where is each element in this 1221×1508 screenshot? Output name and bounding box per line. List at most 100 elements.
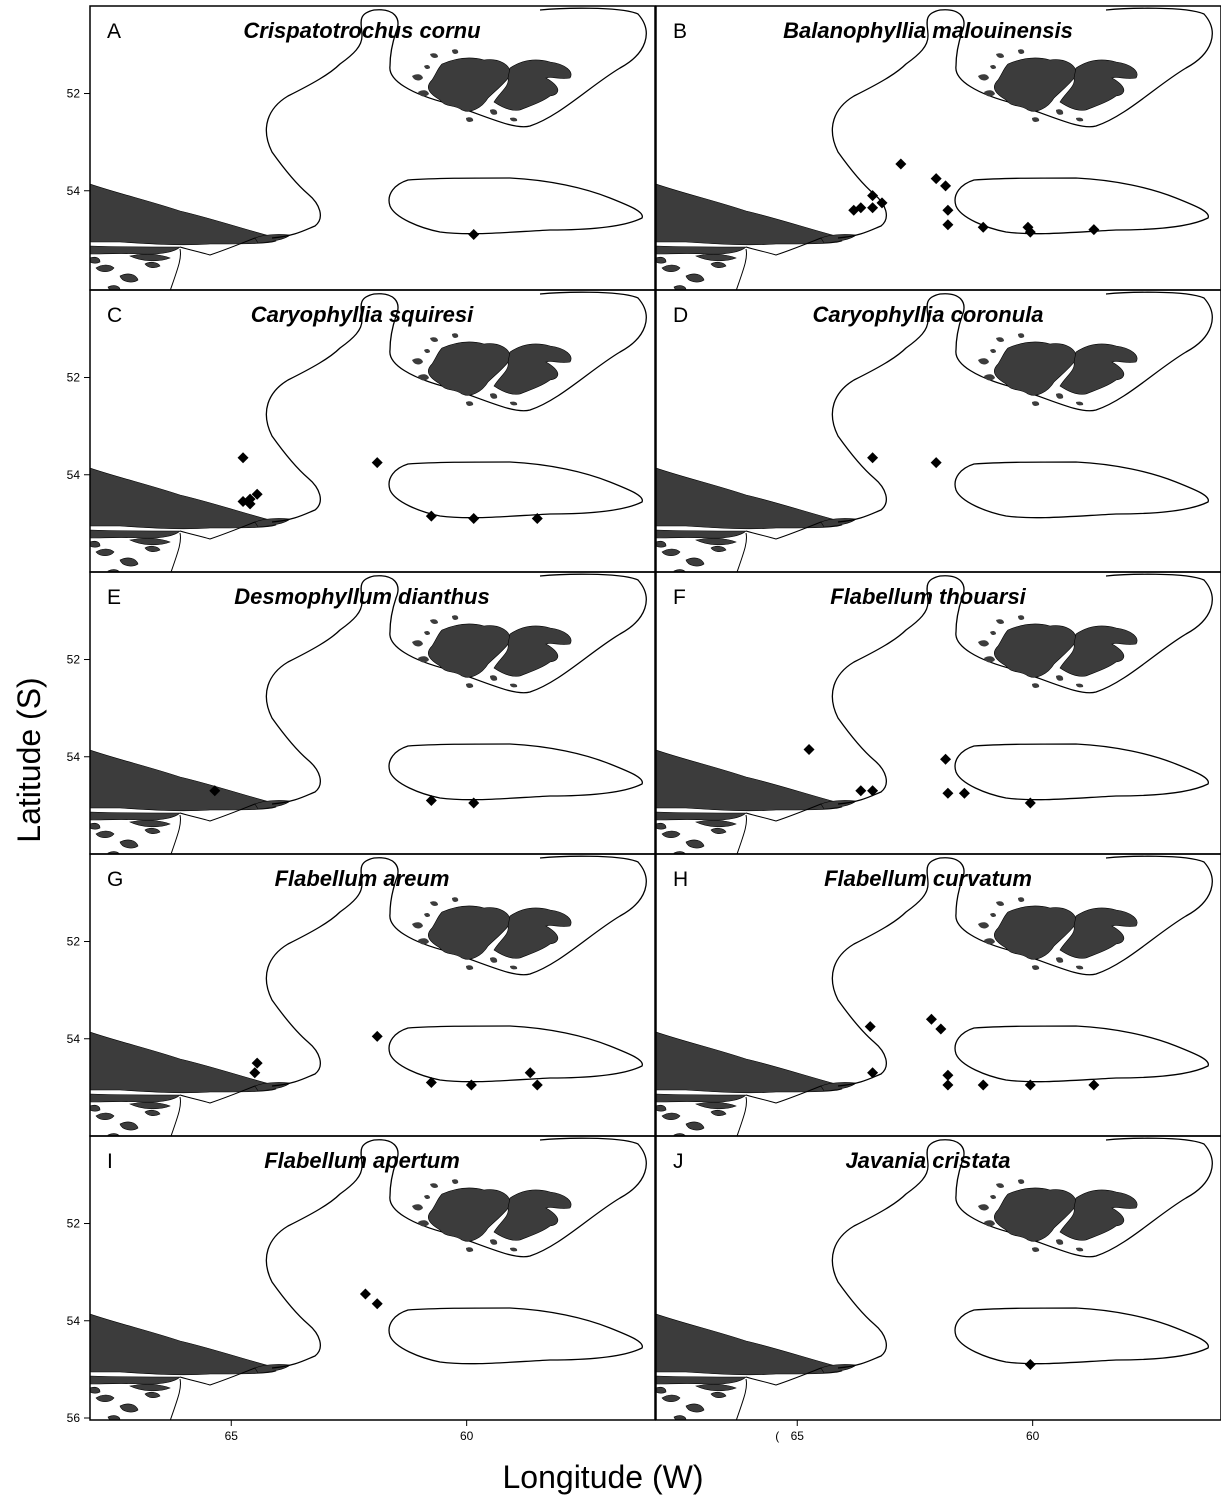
- lat-tick-label: 52: [67, 653, 81, 667]
- occurrence-marker: [848, 204, 860, 216]
- occurrence-marker: [1024, 1079, 1036, 1091]
- lat-tick-label: 52: [67, 87, 81, 101]
- panel-title: Javania cristata: [845, 1148, 1010, 1173]
- occurrence-marker: [855, 785, 867, 797]
- map-base-layer: [90, 1137, 647, 1420]
- occurrence-marker: [940, 180, 952, 192]
- occurrence-marker: [867, 452, 879, 464]
- map-panel-f: F Flabellum thouarsi: [655, 571, 1221, 855]
- map-base-layer: [656, 291, 1213, 572]
- occurrence-marker: [977, 1079, 989, 1091]
- panel-letter: E: [107, 586, 121, 609]
- map-base-layer: [656, 855, 1213, 1136]
- y-axis-title: Latitude (S): [11, 677, 47, 842]
- panel-letter: H: [673, 868, 688, 891]
- lat-tick-label: 54: [67, 184, 81, 198]
- occurrence-marker: [465, 1079, 477, 1091]
- panel-title: Caryophyllia coronula: [812, 302, 1043, 327]
- occurrence-marker: [237, 452, 249, 464]
- panel-title: Crispatotrochus cornu: [243, 18, 481, 43]
- occurrence-marker: [942, 787, 954, 799]
- map-base-layer: [656, 573, 1213, 854]
- map-base-layer: [656, 7, 1213, 290]
- occurrence-marker: [425, 510, 437, 522]
- map-outline: [656, 7, 1213, 290]
- occurrence-marker: [864, 1021, 876, 1033]
- lat-tick-label: 54: [67, 1032, 81, 1046]
- panel-letter: G: [107, 868, 123, 891]
- map-panel-c: C Caryophyllia squiresi: [89, 289, 656, 573]
- occurrence-marker: [940, 753, 952, 765]
- occurrence-marker: [531, 1079, 543, 1091]
- occurrence-marker: [876, 197, 888, 209]
- occurrence-marker: [895, 158, 907, 170]
- occurrence-marker: [468, 797, 480, 809]
- occurrence-marker: [524, 1067, 536, 1079]
- occurrence-marker: [251, 488, 263, 500]
- panel-frame: [655, 1135, 1221, 1421]
- panel-letter: D: [673, 304, 688, 327]
- map-outline: [90, 855, 647, 1136]
- panel-title: Desmophyllum dianthus: [234, 584, 489, 609]
- map-panel-b: B Balanophyllia malouinensis: [655, 5, 1221, 291]
- panel-frame: [89, 1135, 656, 1421]
- map-panel-h: H Flabellum curvatum: [655, 853, 1221, 1137]
- map-base-layer: [90, 7, 647, 290]
- map-outline: [656, 291, 1213, 572]
- map-outline: [90, 291, 647, 572]
- occurrence-marker: [942, 219, 954, 231]
- occurrence-marker: [867, 190, 879, 202]
- map-base-layer: [90, 573, 647, 854]
- occurrence-marker: [371, 457, 383, 469]
- occurrence-marker: [209, 785, 221, 797]
- occurrence-marker: [942, 204, 954, 216]
- occurrence-marker: [468, 229, 480, 241]
- map-outline: [656, 573, 1213, 854]
- occurrence-marker: [249, 1067, 261, 1079]
- panel-letter: J: [673, 1150, 684, 1173]
- occurrence-marker: [867, 785, 879, 797]
- lat-tick-label: 54: [67, 1314, 81, 1328]
- occurrence-marker: [1024, 797, 1036, 809]
- occurrence-marker: [251, 1057, 263, 1069]
- panel-title: Caryophyllia squiresi: [251, 302, 474, 327]
- occurrence-marker: [1024, 1359, 1036, 1371]
- lon-tick-label: 65: [791, 1429, 805, 1443]
- panel-letter: A: [107, 20, 121, 43]
- map-outline: [90, 7, 647, 290]
- panel-title: Flabellum apertum: [264, 1148, 460, 1173]
- stray-mark: (: [775, 1429, 779, 1443]
- x-axis-title: Longitude (W): [503, 1459, 704, 1495]
- occurrence-marker: [468, 513, 480, 525]
- panel-frame: [89, 571, 656, 855]
- panel-frame: [655, 853, 1221, 1137]
- map-base-layer: [90, 855, 647, 1136]
- lat-tick-label: 52: [67, 1217, 81, 1231]
- occurrence-marker: [930, 457, 942, 469]
- panel-frame: [655, 571, 1221, 855]
- lat-tick-label: 52: [67, 371, 81, 385]
- panel-frame: [89, 289, 656, 573]
- occurrence-marker: [977, 221, 989, 233]
- lat-tick-label: 56: [67, 1411, 81, 1425]
- map-outline: [90, 573, 647, 854]
- occurrence-marker: [942, 1079, 954, 1091]
- panel-frame: [655, 289, 1221, 573]
- occurrence-marker: [935, 1023, 947, 1035]
- occurrence-marker: [371, 1030, 383, 1042]
- occurrence-marker: [359, 1288, 371, 1300]
- occurrence-marker: [803, 743, 815, 755]
- map-outline: [656, 855, 1213, 1136]
- occurrence-marker: [1024, 226, 1036, 238]
- panel-title: Flabellum areum: [275, 866, 450, 891]
- panel-title: Balanophyllia malouinensis: [783, 18, 1073, 43]
- panel-letter: F: [673, 586, 686, 609]
- panel-letter: I: [107, 1150, 113, 1173]
- map-panel-d: D Caryophyllia coronula: [655, 289, 1221, 573]
- panel-letter: B: [673, 20, 687, 43]
- occurrence-marker: [958, 787, 970, 799]
- occurrence-marker: [867, 1067, 879, 1079]
- lon-tick-label: 65: [225, 1429, 239, 1443]
- lat-tick-label: 54: [67, 750, 81, 764]
- panel-frame: [89, 853, 656, 1137]
